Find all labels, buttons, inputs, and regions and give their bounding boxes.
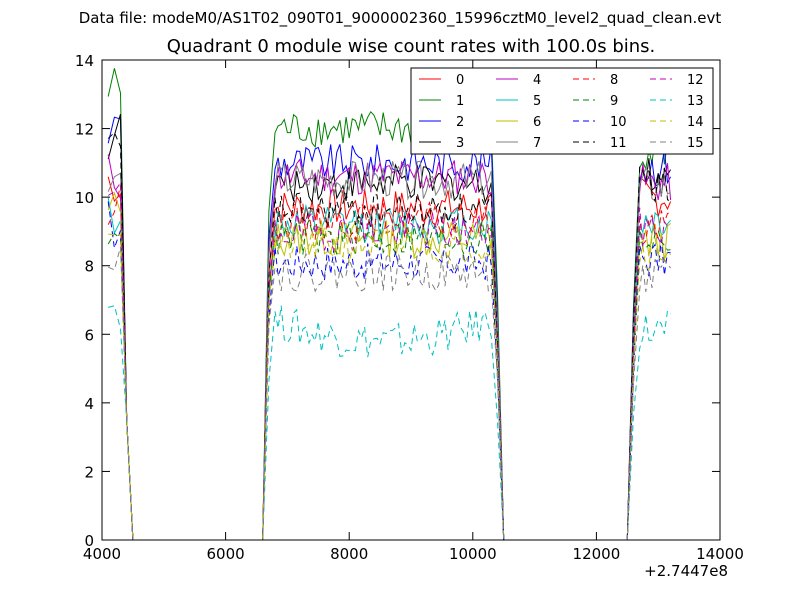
legend-label-8: 8: [610, 73, 618, 88]
series-line-12: [107, 181, 671, 541]
legend-label-12: 12: [687, 73, 704, 88]
legend-label-0: 0: [456, 73, 464, 88]
x-tick-label: 4000: [83, 545, 121, 563]
y-tick-label: 10: [75, 189, 94, 207]
series-line-5: [107, 197, 671, 541]
series-line-4: [107, 154, 672, 541]
legend-label-10: 10: [610, 115, 627, 130]
series-line-9: [107, 218, 671, 541]
legend-label-2: 2: [456, 115, 464, 130]
legend-label-11: 11: [610, 136, 627, 151]
series-line-14: [108, 226, 671, 541]
chart-title: Quadrant 0 module wise count rates with …: [166, 36, 656, 57]
y-tick-label: 12: [75, 121, 94, 139]
data-file-header: Data file: modeM0/AS1T02_090T01_90000023…: [78, 9, 722, 27]
series-line-7: [107, 160, 671, 541]
y-tick-label: 2: [84, 463, 94, 481]
series-line-2: [107, 116, 672, 541]
plot-frame: [101, 59, 721, 541]
series-line-13: [108, 305, 671, 541]
legend-label-14: 14: [687, 115, 704, 130]
x-tick-label: 6000: [207, 545, 245, 563]
x-tick-label: 14000: [696, 545, 744, 563]
legend-label-7: 7: [533, 136, 541, 151]
x-tick-label: 10000: [449, 545, 497, 563]
legend-label-9: 9: [610, 94, 618, 109]
legend-label-1: 1: [456, 94, 464, 109]
x-tick-label: 12000: [573, 545, 621, 563]
y-tick-label: 6: [84, 326, 94, 344]
x-tick-label: 8000: [330, 545, 368, 563]
legend-label-13: 13: [687, 94, 704, 109]
legend-label-3: 3: [456, 136, 464, 151]
y-tick-label: 0: [84, 532, 94, 550]
series-line-15: [107, 246, 672, 541]
legend-box: [410, 67, 714, 155]
series-line-3: [107, 113, 672, 541]
legend-label-5: 5: [533, 94, 541, 109]
x-axis-offset-label: +2.7447e8: [644, 562, 728, 580]
y-tick-label: 8: [84, 258, 94, 276]
series-line-8: [107, 185, 671, 541]
y-tick-label: 14: [75, 52, 94, 70]
legend-label-6: 6: [533, 115, 541, 130]
legend-label-15: 15: [687, 136, 704, 151]
legend-label-4: 4: [533, 73, 541, 88]
y-tick-label: 4: [84, 395, 94, 413]
